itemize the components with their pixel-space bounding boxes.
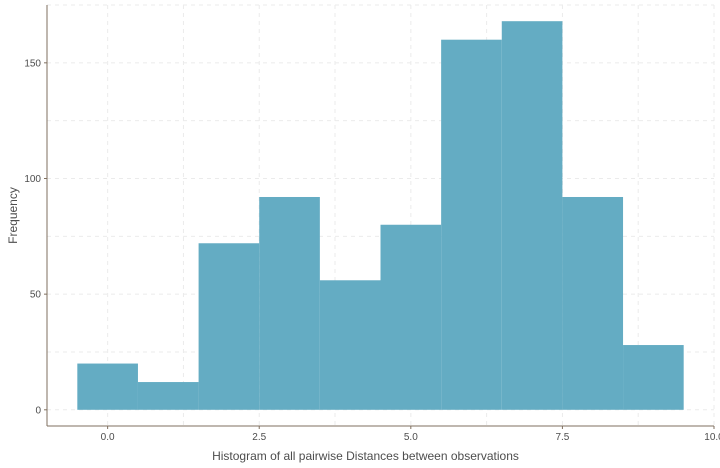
histogram-bar <box>77 363 138 410</box>
x-tick-label: 2.5 <box>252 432 266 443</box>
histogram-bar <box>259 196 320 410</box>
x-tick-label: 7.5 <box>555 432 569 443</box>
x-tick-label: 5.0 <box>404 432 418 443</box>
histogram-bar <box>441 39 502 410</box>
y-tick-label: 0 <box>35 405 41 416</box>
histogram-bar <box>562 196 624 410</box>
histogram-bar <box>380 224 442 410</box>
histogram-bar <box>198 243 260 410</box>
y-tick-label: 50 <box>30 290 42 301</box>
histogram-bar <box>623 345 684 410</box>
histogram-bar <box>137 382 199 410</box>
x-tick-label: 10.0 <box>704 432 720 443</box>
histogram-bars <box>77 21 684 410</box>
axes <box>44 5 715 429</box>
y-tick-label: 150 <box>24 58 41 69</box>
y-axis-title: Frequency <box>6 187 20 244</box>
y-tick-label: 100 <box>24 174 41 185</box>
x-tick-label: 0.0 <box>101 432 115 443</box>
histogram-bar <box>501 21 563 410</box>
histogram-bar <box>319 280 381 410</box>
tick-labels: 0.0 2.5 5.0 7.5 10.0 0 50 100 150 <box>24 58 720 443</box>
x-axis-title: Histogram of all pairwise Distances betw… <box>212 449 519 463</box>
